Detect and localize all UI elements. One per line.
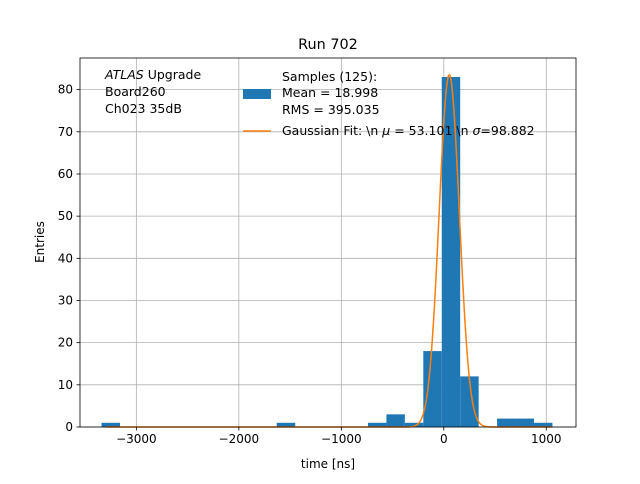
legend-fit-suffix: =98.882	[480, 123, 534, 138]
channel-label: Ch023 35dB	[105, 101, 182, 116]
x-tick-label: 0	[440, 432, 448, 446]
histogram-bar	[497, 418, 516, 427]
legend-fit-middle: = 53.101 \n	[390, 123, 472, 138]
y-tick-label: 80	[58, 83, 73, 97]
legend-samples-swatch	[243, 89, 271, 99]
histogram-bar	[460, 376, 479, 427]
histogram-bar	[515, 418, 534, 427]
histogram-bar	[386, 414, 405, 427]
y-tick-label: 30	[58, 293, 73, 307]
upgrade-label: Upgrade	[144, 67, 202, 82]
x-tick-label: 1000	[531, 432, 562, 446]
histogram-bar	[404, 422, 424, 427]
y-tick-label: 70	[58, 125, 73, 139]
x-tick-label: −3000	[116, 432, 157, 446]
y-tick-label: 0	[65, 420, 73, 434]
legend-samples-mean: Mean = 18.998	[282, 85, 378, 100]
chart-title: Run 702	[298, 37, 358, 53]
histogram-bar	[441, 76, 461, 427]
legend: Samples (125): Mean = 18.998 RMS = 395.0…	[243, 69, 535, 138]
atlas-annotation: ATLAS Upgrade	[104, 67, 201, 82]
y-tick-label: 50	[58, 209, 73, 223]
legend-fit-sigma-symbol: σ	[472, 123, 481, 138]
histogram-bar	[533, 422, 553, 427]
x-axis-ticks: −3000 −2000 −1000 0 1000	[116, 427, 562, 446]
y-axis-ticks: 0 10 20 30 40 50 60 70 80	[58, 83, 80, 434]
legend-samples-header: Samples (125):	[282, 69, 377, 84]
board-label: Board260	[105, 84, 166, 99]
x-tick-label: −2000	[219, 432, 260, 446]
y-tick-label: 10	[58, 378, 73, 392]
atlas-label: ATLAS	[104, 67, 144, 82]
histogram-bar	[276, 422, 296, 427]
legend-fit-mu-symbol: μ	[381, 123, 390, 138]
legend-samples-rms: RMS = 395.035	[282, 102, 380, 117]
histogram-bar	[423, 351, 442, 427]
plot-frame	[79, 57, 577, 428]
histogram-bar	[367, 422, 387, 427]
histogram-bar	[101, 422, 120, 427]
y-tick-label: 40	[58, 251, 73, 265]
y-axis-label: Entries	[33, 221, 47, 263]
x-tick-label: −1000	[321, 432, 362, 446]
y-tick-label: 20	[58, 336, 73, 350]
x-axis-label: time [ns]	[301, 457, 355, 471]
histogram-bars	[101, 76, 553, 427]
legend-fit-label: Gaussian Fit: \n μ = 53.101 \n σ=98.882	[282, 123, 535, 138]
y-tick-label: 60	[58, 167, 73, 181]
grid-lines	[80, 58, 576, 428]
legend-fit-prefix: Gaussian Fit: \n	[282, 123, 382, 138]
